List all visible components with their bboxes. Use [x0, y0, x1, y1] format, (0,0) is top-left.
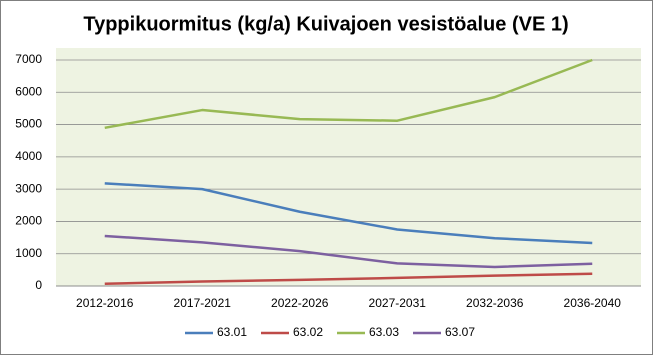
series-line	[104, 182, 593, 245]
chart-title: Typpikuormitus (kg/a) Kuivajoen vesistöa…	[83, 13, 568, 35]
legend-label: 63.01	[217, 325, 247, 339]
y-tick-label: 5000	[15, 117, 42, 131]
series-line	[104, 272, 593, 285]
y-tick-label: 1000	[15, 246, 42, 260]
y-tick-label: 6000	[15, 84, 42, 98]
legend-label: 63.02	[293, 325, 323, 339]
y-tick-label: 7000	[15, 52, 42, 66]
series-line	[104, 58, 593, 130]
series-line	[104, 234, 593, 269]
legend-label: 63.07	[445, 325, 475, 339]
y-tick-label: 2000	[15, 214, 42, 228]
plot-area	[56, 48, 641, 286]
x-tick-label: 2012-2016	[76, 296, 134, 310]
x-tick-label: 2017-2021	[174, 296, 232, 310]
y-tick-label: 4000	[15, 149, 42, 163]
y-tick-label: 0	[35, 278, 42, 292]
y-tick-label: 3000	[15, 181, 42, 195]
x-tick-label: 2036-2040	[564, 296, 622, 310]
legend-label: 63.03	[369, 325, 399, 339]
x-tick-label: 2032-2036	[466, 296, 524, 310]
x-tick-label: 2027-2031	[369, 296, 427, 310]
x-tick-label: 2022-2026	[271, 296, 329, 310]
